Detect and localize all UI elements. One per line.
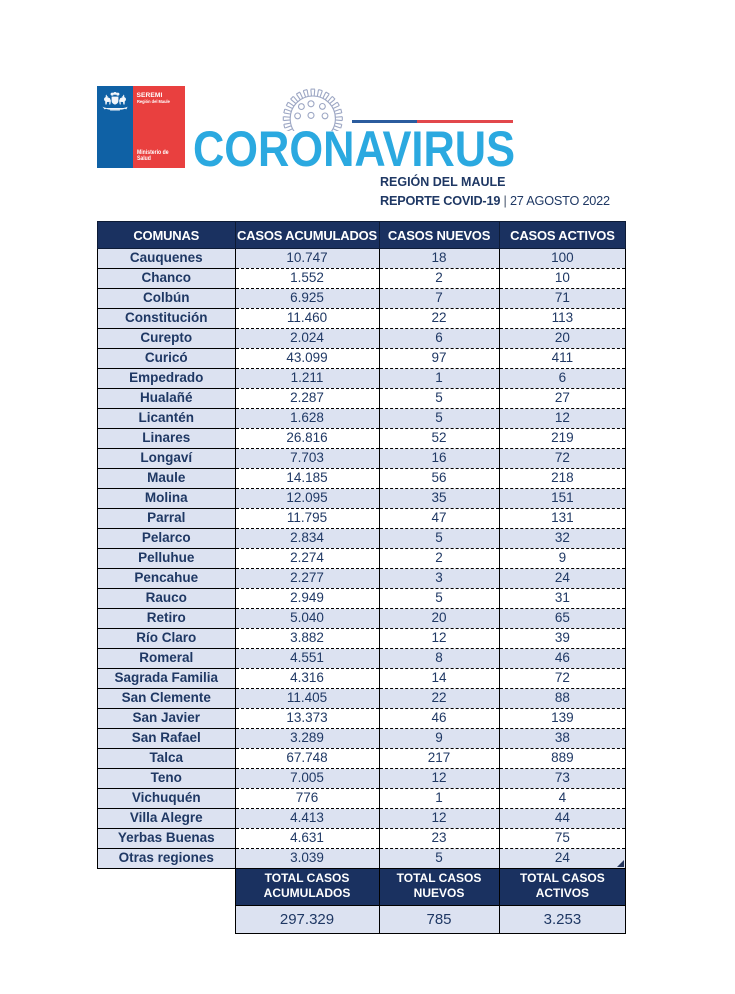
svg-text:CORONAVIRUS: CORONAVIRUS [193, 121, 515, 175]
